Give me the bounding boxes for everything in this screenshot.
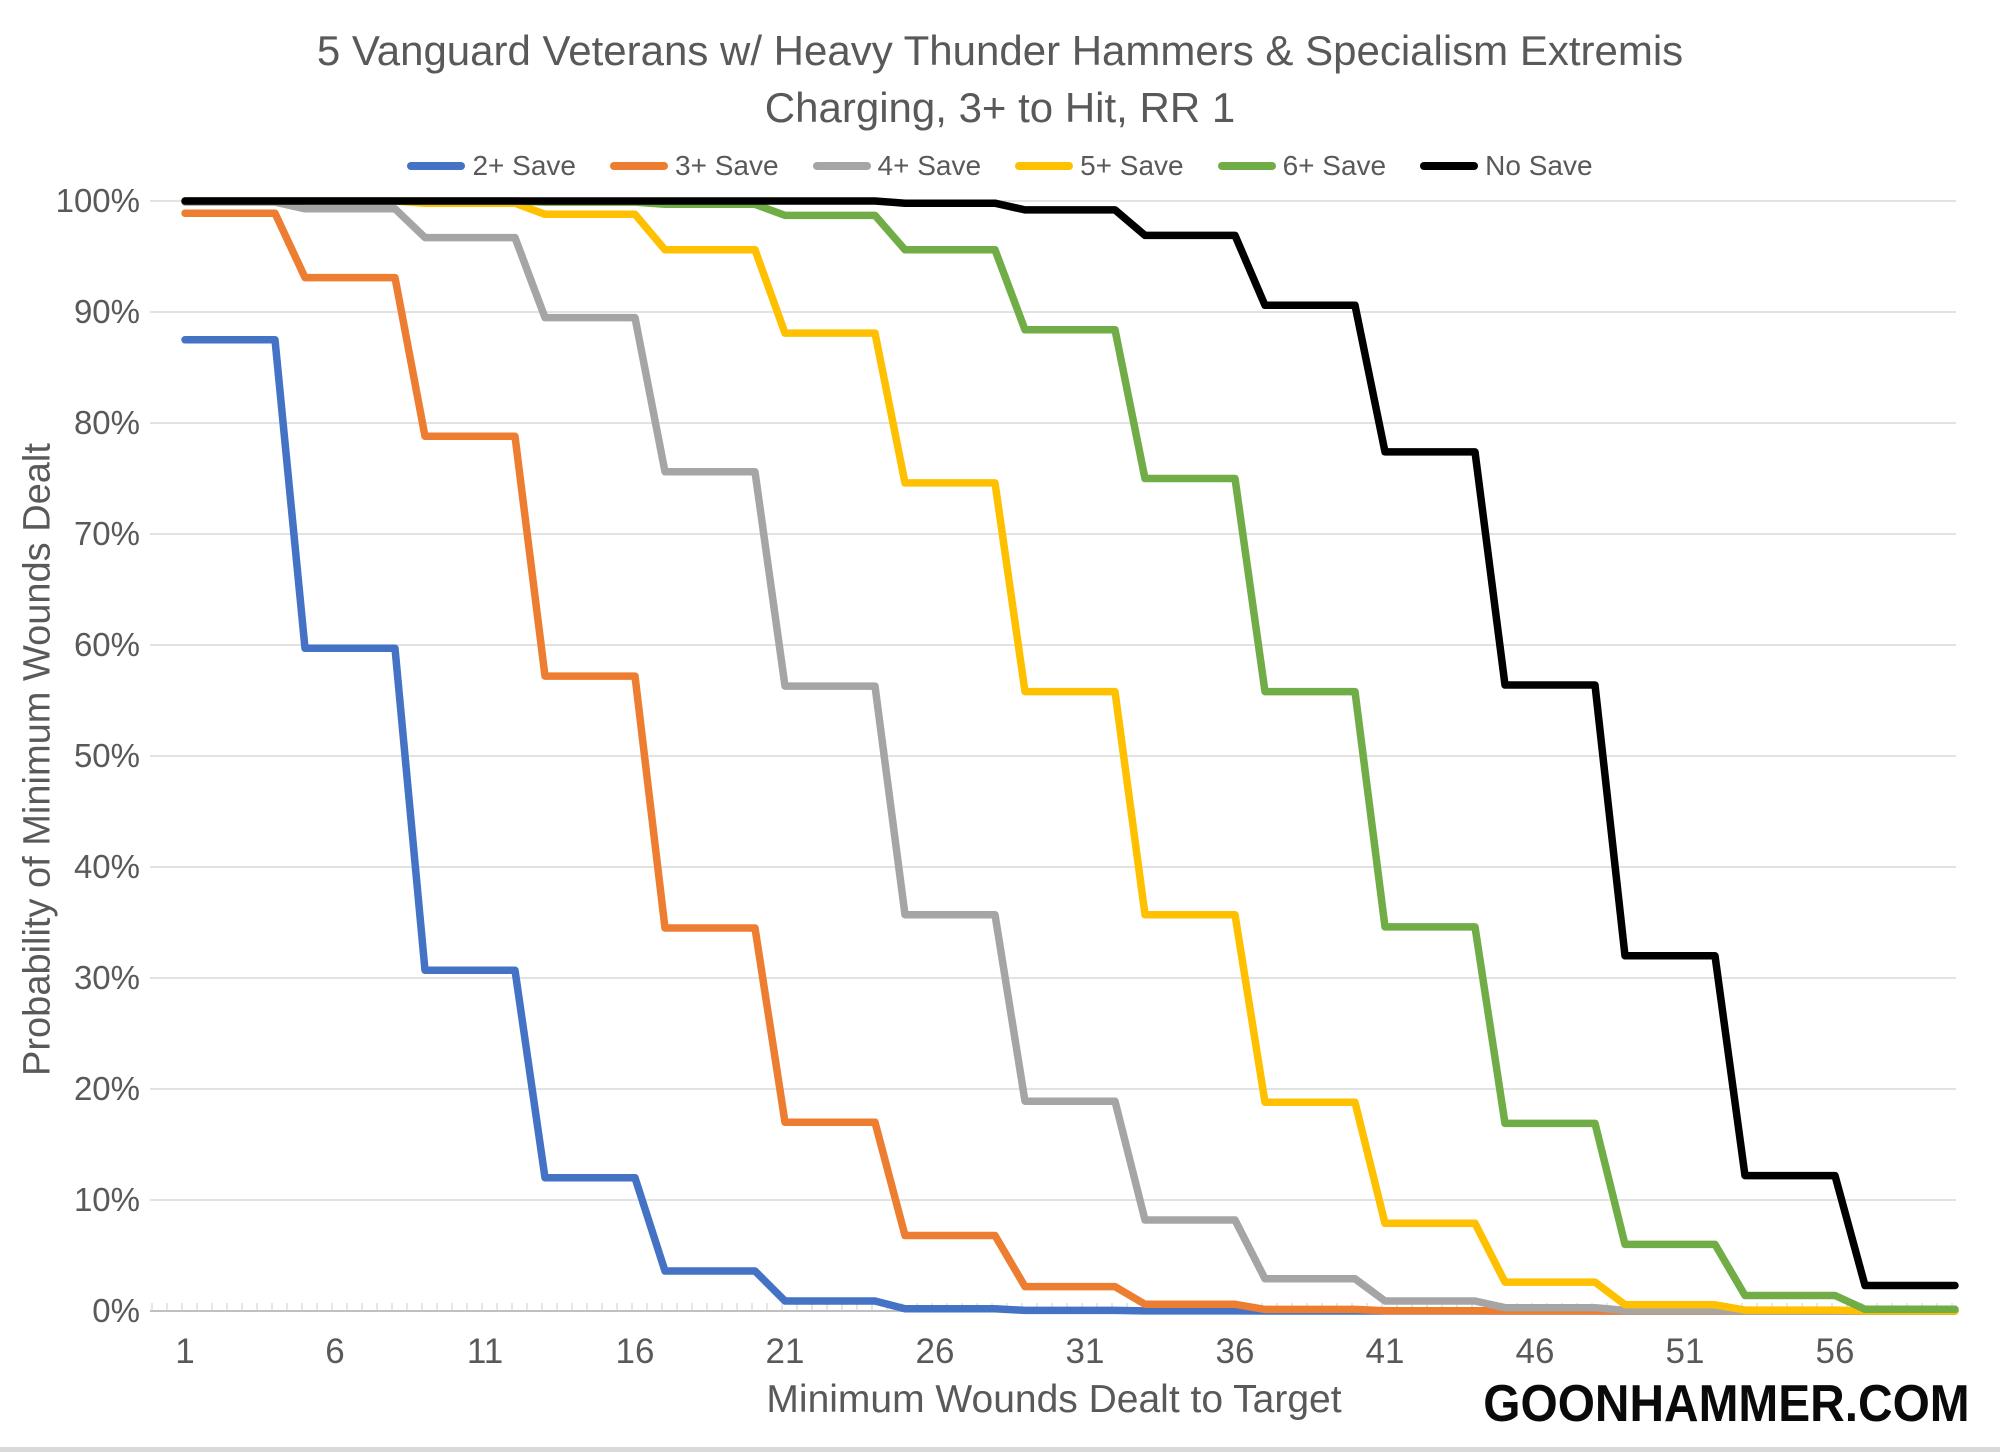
y-axis-title: Probability of Minimum Wounds Dealt [16, 443, 59, 1076]
y-axis-tick-label: 20% [73, 1070, 140, 1107]
legend-item-5-plus-save: 5+ Save [1015, 150, 1184, 182]
legend-swatch-6-plus-save [1217, 162, 1276, 170]
series-line-6-plus-save [181, 197, 1959, 1314]
legend-swatch-3-plus-save [610, 162, 668, 170]
y-axis-tick-label: 70% [73, 515, 140, 552]
x-axis-tick-label: 31 [1065, 1332, 1105, 1371]
chart-title-block: 5 Vanguard Veterans w/ Heavy Thunder Ham… [0, 22, 2000, 136]
y-axis-tick-label: 10% [73, 1181, 140, 1218]
legend-swatch-2-plus-save [407, 162, 466, 170]
legend-item-4-plus-save: 4+ Save [812, 150, 982, 182]
watermark: GOONHAMMER.COM [1483, 1375, 1970, 1433]
y-axis-tick-label: 100% [55, 182, 140, 219]
legend-item-3-plus-save: 3+ Save [610, 150, 779, 182]
bottom-edge-bar [0, 1447, 2000, 1452]
legend-label-4-plus-save: 4+ Save [877, 150, 982, 181]
x-axis-tick-label: 21 [765, 1332, 805, 1371]
x-axis-tick-label: 56 [1815, 1332, 1855, 1371]
chart-title: 5 Vanguard Veterans w/ Heavy Thunder Ham… [316, 27, 1684, 74]
y-axis-tick-label: 90% [73, 293, 140, 330]
x-axis-tick-label: 36 [1215, 1332, 1255, 1371]
legend-item-6-plus-save: 6+ Save [1217, 150, 1387, 182]
x-axis-tick-label: 11 [466, 1332, 504, 1371]
legend-item-no-save: No Save [1420, 150, 1593, 182]
x-axis-tick-label: 46 [1515, 1332, 1555, 1371]
legend-label-6-plus-save: 6+ Save [1282, 150, 1387, 181]
x-axis-tick-label: 16 [615, 1332, 655, 1371]
y-axis-tick-label: 40% [73, 848, 140, 885]
x-axis-title: Minimum Wounds Dealt to Target [766, 1378, 1342, 1421]
legend-label-no-save: No Save [1485, 150, 1593, 181]
x-axis-tick-label: 51 [1665, 1332, 1705, 1371]
legend-label-3-plus-save: 3+ Save [675, 150, 779, 181]
series-line-3-plus-save [181, 209, 1959, 1315]
x-axis-tick-label: 26 [915, 1332, 955, 1371]
y-axis-tick-label: 80% [73, 404, 140, 441]
legend-label-5-plus-save: 5+ Save [1080, 150, 1184, 181]
series-line-2-plus-save [181, 336, 1959, 1315]
legend-swatch-no-save [1420, 162, 1479, 170]
y-axis-tick-label: 30% [73, 959, 140, 996]
series-line-no-save [181, 197, 1959, 1290]
legend-item-2-plus-save: 2+ Save [407, 150, 576, 182]
legend-swatch-5-plus-save [1015, 162, 1074, 170]
legend: 2+ Save 3+ Save 4+ Save 5+ Save 6+ Save No Sa… [0, 150, 2000, 182]
x-axis-tick-label: 6 [325, 1332, 345, 1371]
y-axis-tick-label: 60% [73, 626, 140, 663]
y-axis-tick-label: 0% [92, 1292, 140, 1329]
legend-label-2-plus-save: 2+ Save [472, 150, 576, 181]
chart-subtitle: Charging, 3+ to Hit, RR 1 [764, 84, 1236, 131]
legend-swatch-4-plus-save [812, 162, 871, 170]
x-axis-tick-label: 41 [1365, 1332, 1405, 1371]
x-axis-tick-label: 1 [175, 1332, 195, 1371]
y-axis-tick-label: 50% [73, 737, 140, 774]
series-line-4-plus-save [181, 198, 1959, 1315]
